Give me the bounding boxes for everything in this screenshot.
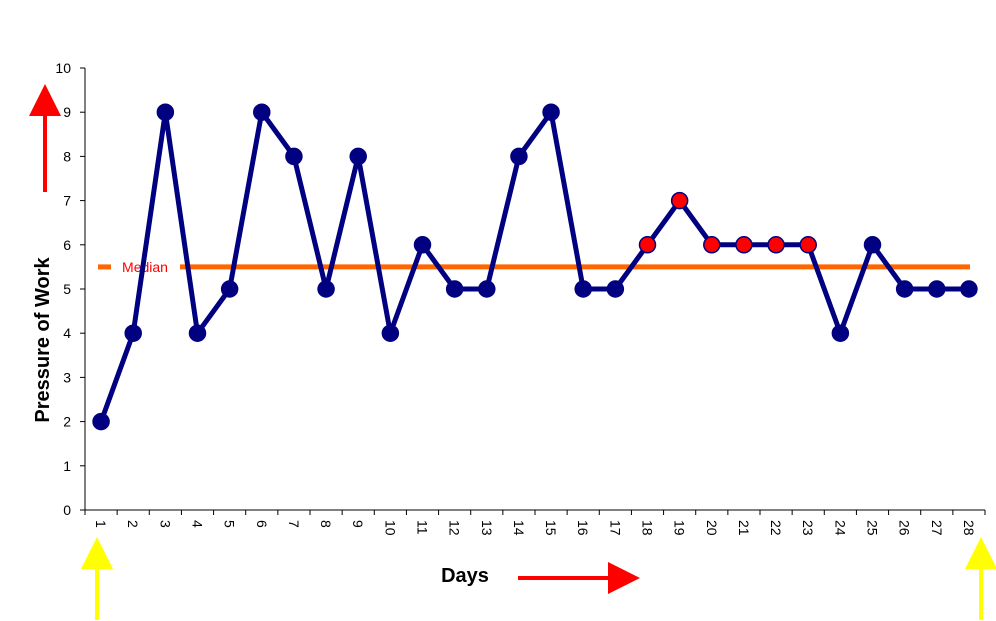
x-tick-label: 18 — [640, 520, 656, 536]
x-tick-label: 15 — [543, 520, 559, 536]
y-axis-ticks: 0 1 2 3 4 5 6 7 8 9 10 — [55, 60, 85, 518]
data-point — [542, 103, 560, 121]
x-tick-label: 5 — [222, 520, 238, 528]
y-tick-label: 4 — [63, 325, 71, 341]
data-point — [895, 280, 914, 298]
x-tick-label: 21 — [736, 520, 752, 536]
data-point — [220, 280, 239, 298]
x-tick-label: 24 — [832, 520, 848, 536]
x-tick-label: 3 — [157, 520, 173, 528]
highlighted-data-point — [735, 236, 753, 254]
x-tick-label: 4 — [190, 520, 206, 528]
x-tick-label: 13 — [479, 520, 495, 536]
data-point — [381, 324, 400, 342]
x-tick-label: 28 — [961, 520, 977, 536]
highlighted-data-point — [670, 191, 689, 210]
data-point — [317, 280, 335, 298]
x-tick-label: 11 — [415, 520, 431, 535]
y-tick-label: 3 — [63, 369, 71, 385]
x-tick-label: 19 — [672, 520, 688, 536]
y-tick-label: 0 — [63, 502, 71, 518]
y-tick-label: 6 — [63, 237, 71, 253]
x-tick-label: 22 — [768, 520, 784, 536]
x-tick-label: 17 — [607, 520, 623, 536]
data-point — [574, 280, 592, 298]
y-tick-label: 1 — [63, 458, 71, 474]
y-tick-label: 8 — [63, 148, 71, 164]
y-tick-label: 2 — [63, 414, 71, 430]
x-tick-label: 25 — [865, 520, 881, 536]
series-line — [98, 109, 969, 423]
data-point — [92, 412, 110, 431]
series-line-group — [98, 109, 969, 423]
data-point — [831, 324, 850, 342]
x-tick-label: 23 — [800, 520, 816, 536]
data-point — [445, 280, 464, 298]
y-tick-label: 5 — [63, 281, 71, 297]
x-tick-label: 26 — [897, 520, 913, 536]
data-points — [92, 103, 978, 431]
highlighted-data-point — [703, 236, 721, 254]
x-tick-label: 1 — [93, 520, 109, 528]
x-tick-label: 20 — [704, 520, 720, 536]
data-point — [188, 324, 207, 342]
data-point — [124, 324, 142, 342]
x-axis-ticks: 1 2 3 4 5 6 7 8 9 10 11 12 13 14 15 16 17 18 19 20 21 22 23 24 2… — [84, 510, 986, 536]
x-axis-title: Days — [441, 565, 489, 587]
highlighted-data-point — [767, 236, 785, 254]
data-point — [863, 236, 882, 254]
data-point — [478, 280, 496, 298]
x-tick-label: 27 — [929, 520, 945, 536]
y-tick-label: 9 — [63, 104, 71, 120]
x-tick-label: 10 — [382, 520, 398, 536]
data-point — [156, 103, 175, 121]
data-point — [253, 103, 271, 121]
x-tick-label: 14 — [511, 520, 527, 536]
data-point — [285, 147, 303, 166]
highlighted-data-point — [799, 236, 817, 254]
data-point — [349, 147, 367, 166]
y-tick-label: 10 — [55, 60, 71, 76]
highlighted-data-point — [638, 236, 657, 254]
median-group: Median — [98, 259, 970, 275]
x-tick-label: 16 — [575, 520, 591, 536]
x-tick-label: 2 — [125, 520, 141, 528]
data-point — [510, 147, 528, 166]
data-point — [606, 280, 625, 298]
x-tick-label: 9 — [350, 520, 366, 528]
data-point — [413, 236, 432, 254]
data-point — [928, 280, 946, 298]
y-axis-title: Pressure of Work — [32, 257, 54, 423]
x-tick-label: 12 — [447, 520, 463, 536]
data-point — [960, 280, 978, 298]
x-tick-label: 8 — [318, 520, 334, 528]
y-tick-label: 7 — [63, 193, 71, 209]
x-tick-label: 7 — [286, 520, 302, 528]
x-tick-label: 6 — [254, 520, 270, 528]
